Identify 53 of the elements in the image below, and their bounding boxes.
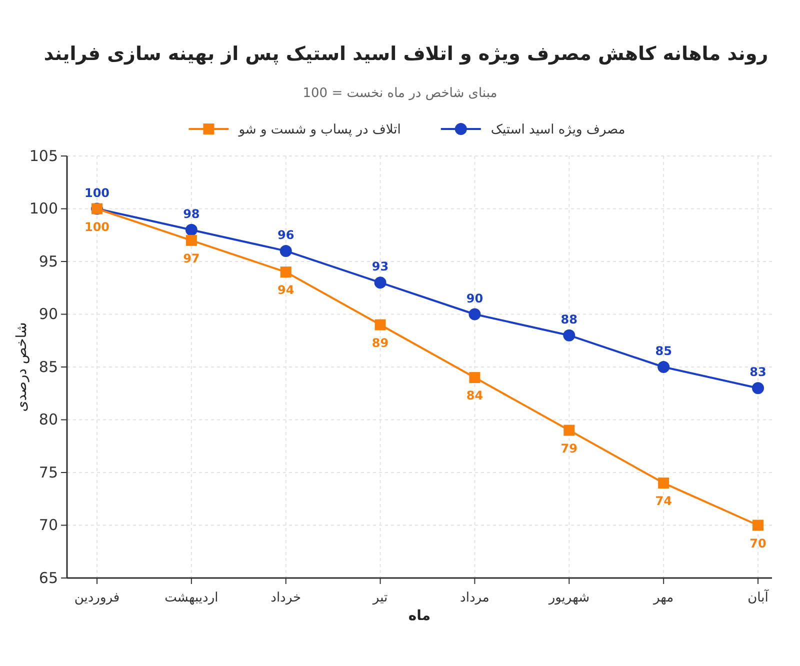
y-tick-label: 80 — [38, 410, 58, 429]
data-label: 79 — [560, 441, 578, 456]
data-label: 74 — [655, 494, 672, 508]
legend-label: مصرف ویژه اسید استیک — [490, 122, 626, 138]
data-label: 84 — [466, 388, 484, 403]
x-axis-title: ماه — [408, 608, 431, 624]
y-axis-title: شاخص درصدی — [14, 322, 30, 412]
y-tick-label: 65 — [38, 568, 58, 587]
x-tick-label: آبان — [748, 588, 770, 606]
x-tick-label: مهر — [652, 590, 674, 606]
x-tick-label: اردیبهشت — [164, 590, 218, 606]
data-label: 98 — [183, 206, 200, 221]
point — [563, 329, 576, 342]
point — [752, 382, 764, 394]
data-label: 88 — [560, 312, 578, 326]
data-label: 94 — [278, 283, 294, 298]
x-tick-label: شهریور — [548, 590, 590, 606]
legend-label: اتلاف در پساب و شست و شو — [238, 122, 401, 138]
data-label: 70 — [750, 536, 766, 550]
point — [564, 424, 575, 436]
point — [185, 224, 198, 236]
data-label: 93 — [372, 260, 389, 274]
data-label: 100 — [84, 186, 110, 200]
data-label: 89 — [372, 336, 389, 350]
point — [752, 520, 764, 531]
x-tick-label: فروردین — [74, 590, 120, 606]
y-tick-label: 90 — [38, 305, 58, 324]
y-tick-label: 75 — [38, 463, 58, 482]
y-tick-label: 70 — [38, 516, 58, 534]
point — [374, 276, 386, 289]
chart-subtitle: مبنای شاخص در ماه نخست = 100 — [302, 86, 498, 101]
point — [280, 266, 292, 278]
data-label: 97 — [183, 251, 200, 266]
data-label: 96 — [278, 228, 294, 242]
point — [468, 308, 481, 320]
point — [374, 319, 386, 330]
data-label: 83 — [750, 365, 766, 380]
chart-title: روند ماهانه کاهش مصرف ویژه و اتلاف اسید استیک پس از بهینه سازی فرایند — [44, 43, 768, 65]
data-label: 100 — [84, 220, 110, 234]
point — [658, 361, 670, 373]
data-label: 90 — [466, 291, 484, 306]
x-tick-label: مرداد — [460, 590, 490, 606]
y-tick-label: 105 — [29, 146, 58, 165]
y-tick-label: 95 — [38, 252, 58, 270]
x-tick-label: تیر — [372, 590, 388, 606]
y-tick-label: 85 — [38, 358, 58, 376]
point — [469, 372, 480, 384]
point — [658, 478, 670, 489]
data-label: 85 — [655, 344, 672, 358]
point — [280, 244, 292, 257]
y-tick-label: 100 — [29, 200, 58, 218]
point — [186, 234, 197, 246]
x-tick-label: خرداد — [270, 590, 302, 606]
